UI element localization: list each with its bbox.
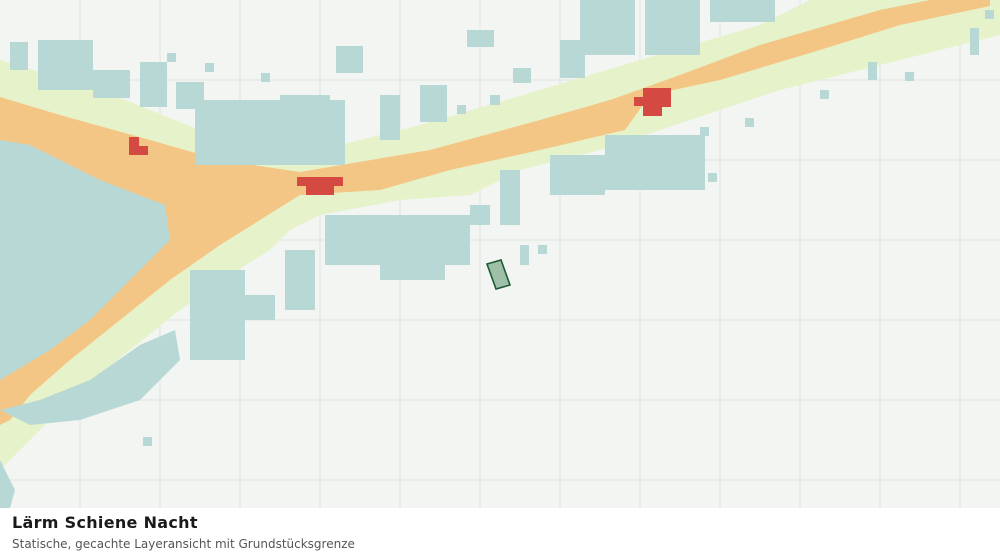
map [0, 0, 1000, 508]
map-subtitle: Statische, gecachte Layeransicht mit Gru… [12, 537, 355, 551]
footer: Lärm Schiene Nacht Statische, gecachte L… [0, 508, 1000, 560]
building-areas [0, 0, 994, 508]
noise-high-zone [129, 88, 671, 195]
noise-medium-zone [0, 0, 990, 425]
parcel-boundary [485, 259, 512, 290]
map-title: Lärm Schiene Nacht [12, 513, 198, 532]
